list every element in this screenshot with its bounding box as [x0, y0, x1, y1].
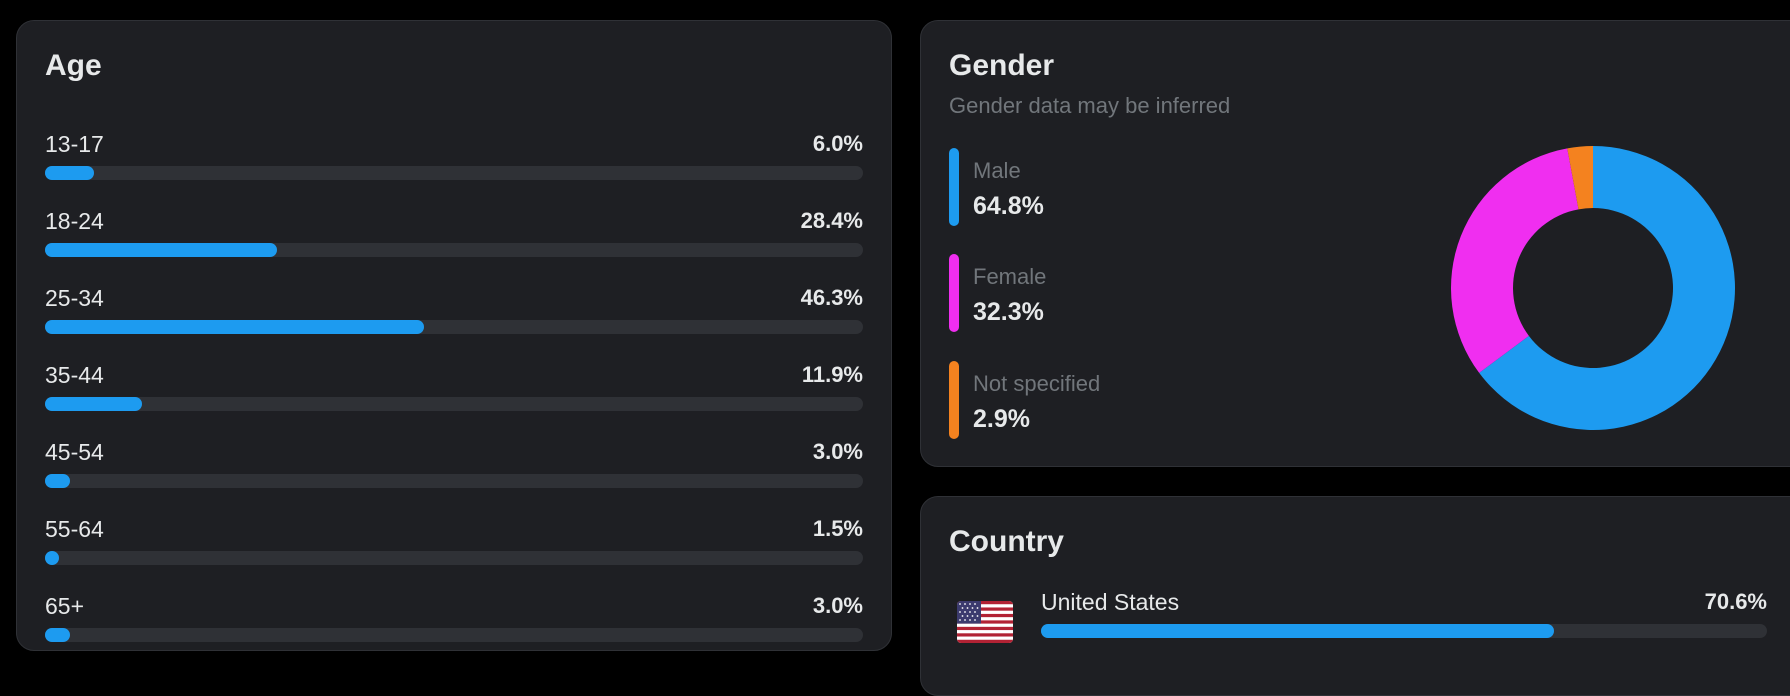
age-bar-track — [45, 628, 863, 642]
legend-item-not-specified: Not specified 2.9% — [949, 361, 1209, 441]
legend-swatch — [949, 148, 959, 226]
country-label: United States — [1041, 589, 1180, 615]
age-bar-track — [45, 474, 863, 488]
age-row: 35-44 11.9% — [45, 362, 863, 418]
country-row: United States 70.6% — [1041, 589, 1767, 645]
us-flag-icon — [957, 601, 1013, 643]
gender-subtitle: Gender data may be inferred — [949, 93, 1231, 118]
age-row-label: 13-17 — [45, 131, 104, 157]
age-row-value: 46.3% — [800, 285, 863, 310]
age-bar-fill — [45, 243, 278, 257]
age-row-value: 1.5% — [812, 516, 863, 541]
country-bar-fill — [1041, 624, 1554, 638]
age-title: Age — [45, 49, 102, 82]
donut-slice-male — [1479, 146, 1735, 430]
age-row-label: 55-64 — [45, 516, 104, 542]
age-bar-track — [45, 551, 863, 565]
country-bar-track — [1041, 624, 1767, 638]
legend-item-male: Male 64.8% — [949, 148, 1209, 228]
age-row-value: 6.0% — [812, 131, 863, 156]
legend-label: Male — [973, 158, 1021, 183]
country-card: Country United States 70.6% — [920, 496, 1790, 696]
legend-swatch — [949, 254, 959, 332]
age-bar-track — [45, 166, 863, 180]
legend-label: Not specified — [973, 371, 1101, 396]
age-row-label: 18-24 — [45, 208, 104, 234]
age-bar-track — [45, 243, 863, 257]
age-bar-fill — [45, 474, 70, 488]
age-row: 25-34 46.3% — [45, 285, 863, 341]
gender-donut-chart — [1451, 146, 1735, 430]
gender-title: Gender — [949, 49, 1055, 82]
age-row-value: 3.0% — [812, 439, 863, 464]
age-row-value: 11.9% — [801, 362, 863, 387]
age-bar-fill — [45, 320, 424, 334]
age-bar-fill — [45, 166, 95, 180]
age-row-label: 65+ — [45, 593, 85, 619]
age-card: Age 13-17 6.0% 18-24 28.4% 25-34 46.3% 3… — [16, 20, 892, 651]
age-row-label: 35-44 — [45, 362, 104, 388]
legend-item-female: Female 32.3% — [949, 254, 1209, 334]
legend-value: 2.9% — [973, 405, 1030, 433]
age-row: 18-24 28.4% — [45, 208, 863, 264]
age-row: 65+ 3.0% — [45, 593, 863, 649]
age-bar-track — [45, 397, 863, 411]
gender-card: Gender Gender data may be inferred Male … — [920, 20, 1790, 467]
age-bar-fill — [45, 551, 59, 565]
legend-value: 32.3% — [973, 298, 1044, 326]
age-bar-fill — [45, 628, 70, 642]
legend-value: 64.8% — [973, 192, 1044, 220]
age-bar-fill — [45, 397, 143, 411]
country-title: Country — [949, 525, 1064, 558]
legend-label: Female — [973, 264, 1047, 289]
country-value: 70.6% — [1704, 589, 1767, 614]
legend-swatch — [949, 361, 959, 439]
donut-slice-female — [1451, 148, 1579, 373]
age-bar-track — [45, 320, 863, 334]
age-row: 45-54 3.0% — [45, 439, 863, 495]
donut-slice-not-specified — [1567, 146, 1593, 210]
age-row: 55-64 1.5% — [45, 516, 863, 572]
age-row: 13-17 6.0% — [45, 131, 863, 187]
age-row-value: 3.0% — [812, 593, 863, 618]
age-row-label: 45-54 — [45, 439, 104, 465]
age-row-value: 28.4% — [800, 208, 863, 233]
age-row-label: 25-34 — [45, 285, 104, 311]
